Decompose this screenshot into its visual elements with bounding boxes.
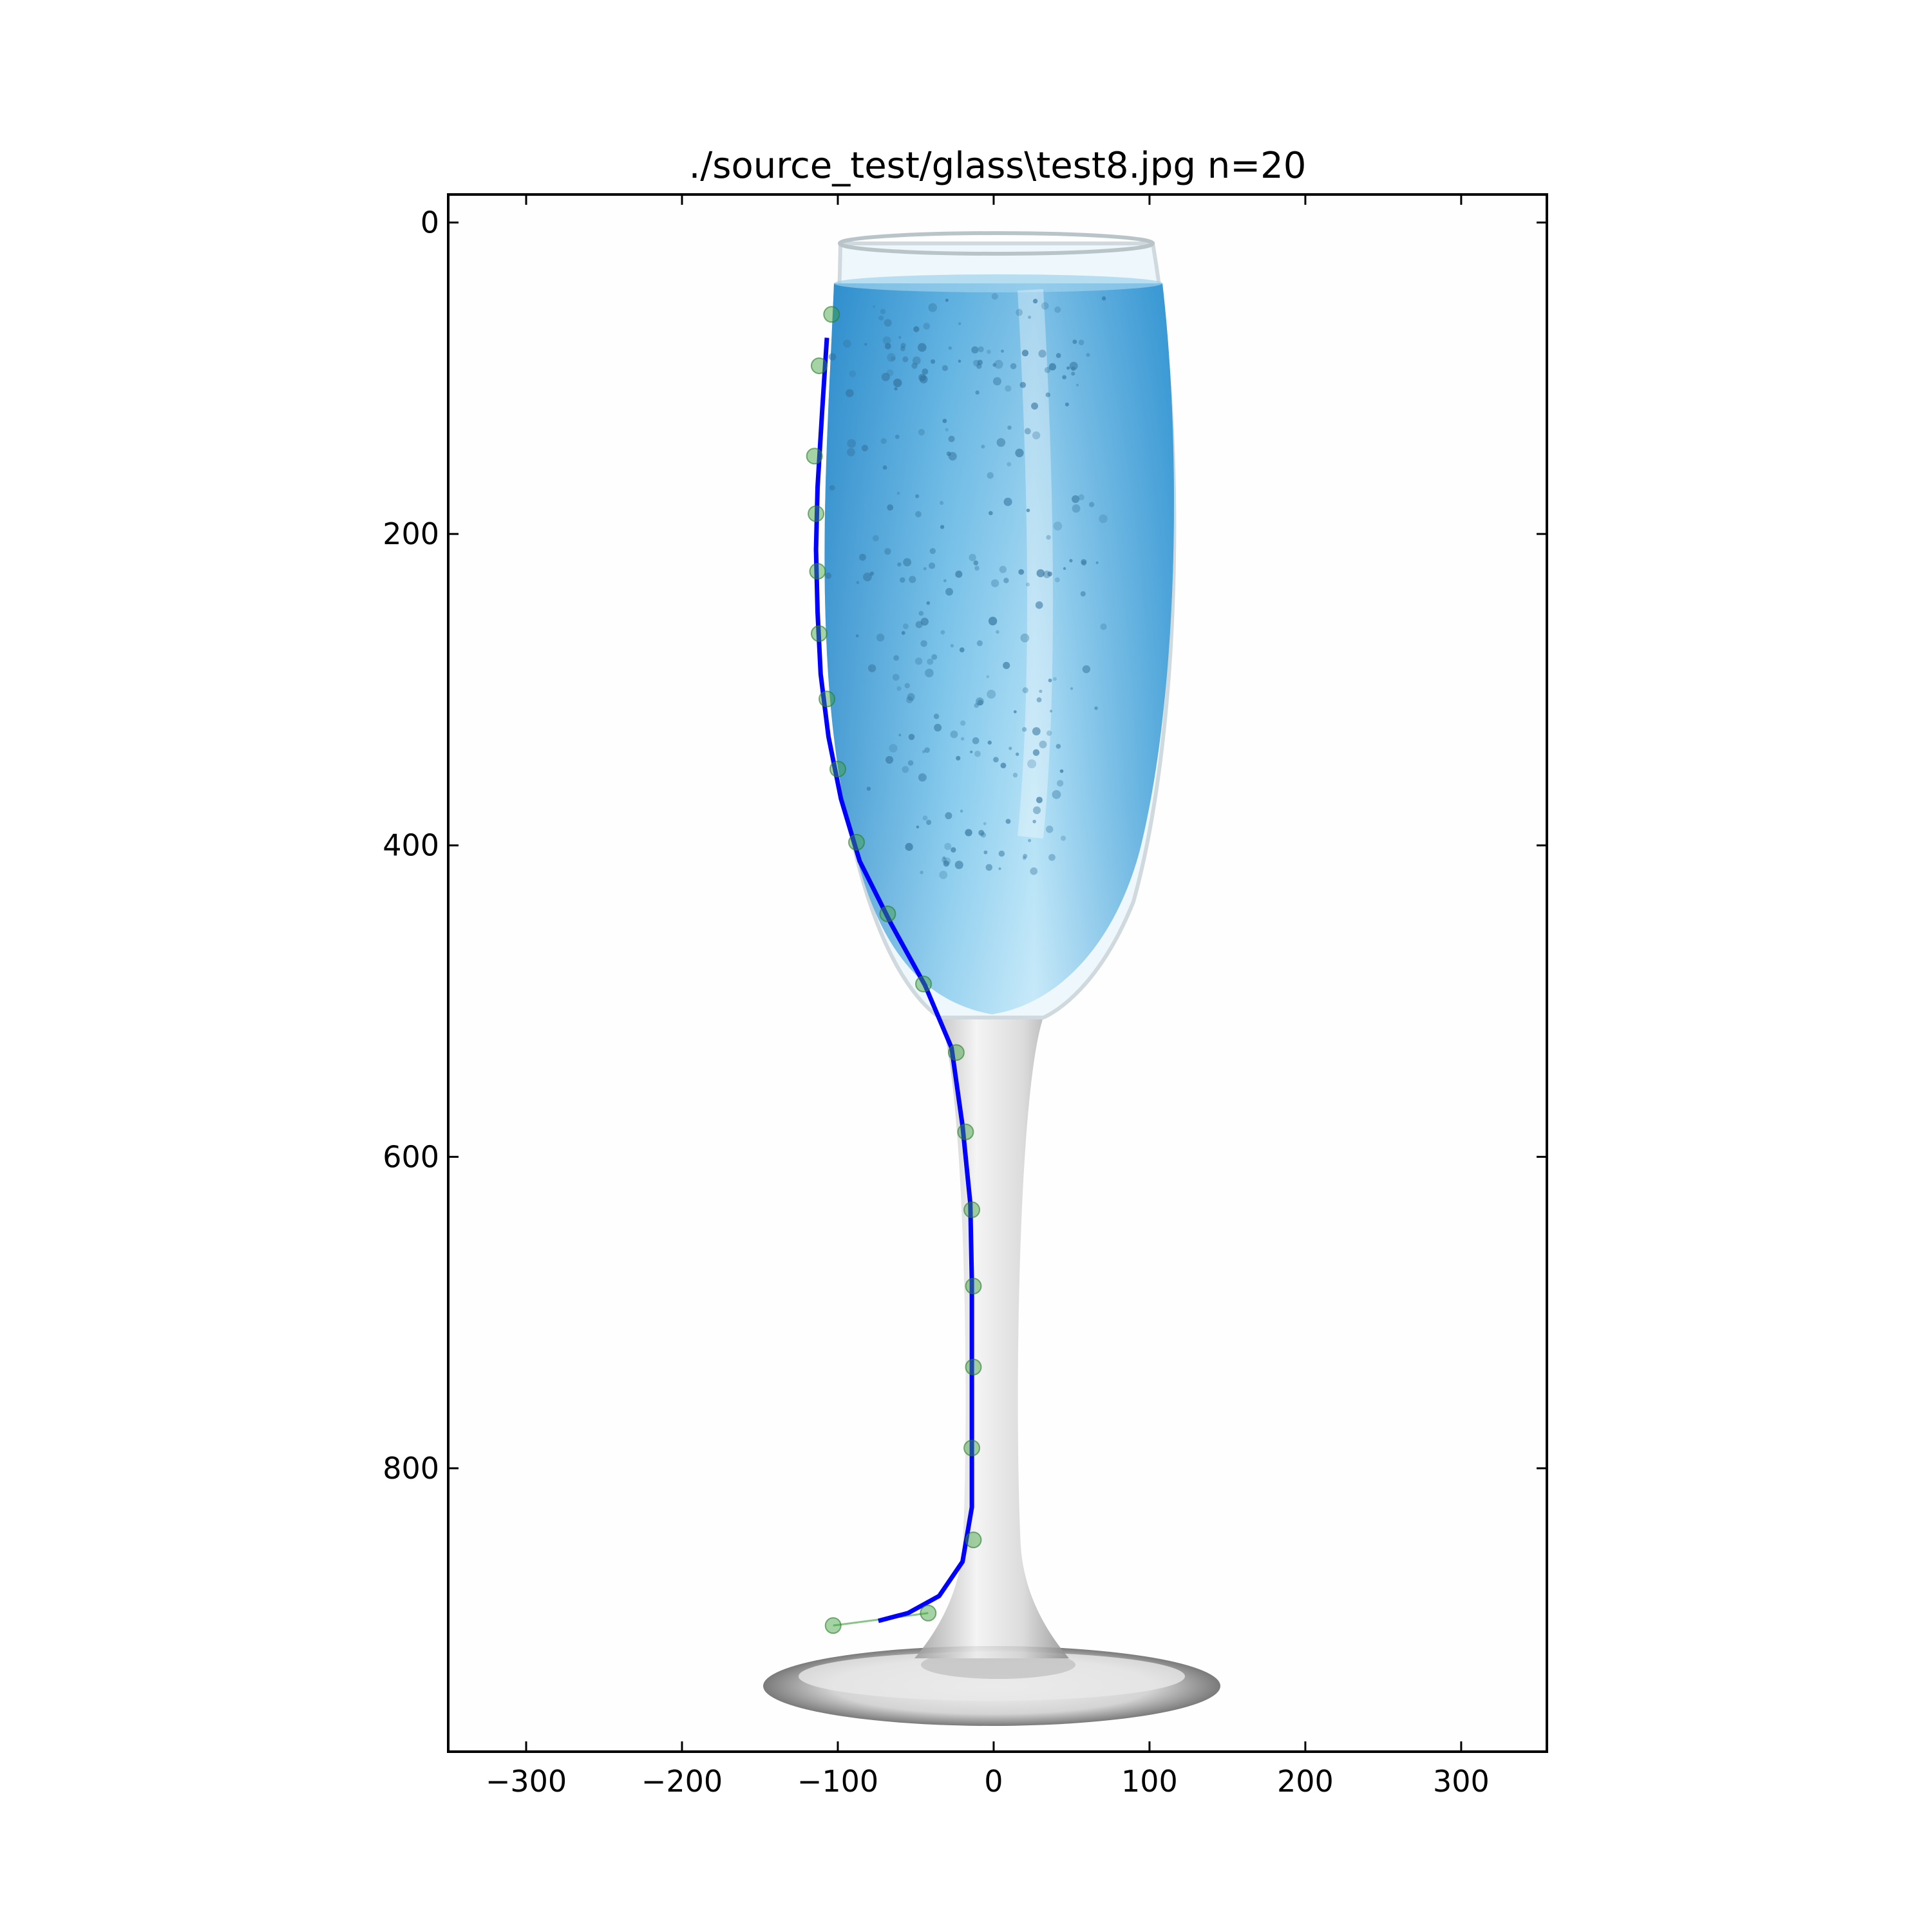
y-tick-label: 0 [421, 205, 439, 240]
x-tick-label: −200 [641, 1764, 723, 1799]
y-tick-label: 200 [383, 516, 439, 551]
y-axis: 0 200 400 600 800 [383, 205, 1547, 1486]
x-tick-label: −100 [797, 1764, 878, 1799]
data-point [848, 833, 866, 851]
chart-title: ./source_test/glass\test8.jpg n=20 [689, 145, 1307, 187]
data-point [810, 357, 828, 374]
x-tick-label: 0 [984, 1764, 1003, 1799]
data-point [965, 1358, 982, 1376]
y-tick-label: 800 [383, 1451, 439, 1486]
bubbles [825, 293, 1108, 879]
x-tick-label: 300 [1433, 1764, 1490, 1799]
y-tick-label: 600 [383, 1139, 439, 1174]
data-point [810, 625, 828, 642]
x-tick-label: −300 [486, 1764, 567, 1799]
data-point [829, 761, 846, 778]
x-axis: −300 −200 −100 0 100 200 300 [486, 194, 1490, 1799]
data-point [824, 1617, 842, 1634]
data-point [947, 1044, 965, 1061]
data-point [920, 1604, 937, 1622]
data-point [809, 563, 826, 580]
data-point [806, 448, 823, 465]
data-point [965, 1278, 982, 1295]
data-point [808, 505, 825, 522]
data-point [879, 905, 896, 923]
x-tick-label: 200 [1277, 1764, 1334, 1799]
y-tick-label: 400 [383, 828, 439, 863]
data-point [823, 306, 840, 323]
plot-frame [447, 193, 1548, 1753]
data-point [819, 690, 836, 708]
data-point [957, 1123, 974, 1141]
data-point [963, 1201, 981, 1218]
x-tick-label: 100 [1121, 1764, 1178, 1799]
champagne-flute-photo [448, 194, 1547, 1752]
data-point [915, 975, 933, 992]
data-point [963, 1439, 981, 1457]
data-point [965, 1531, 982, 1549]
